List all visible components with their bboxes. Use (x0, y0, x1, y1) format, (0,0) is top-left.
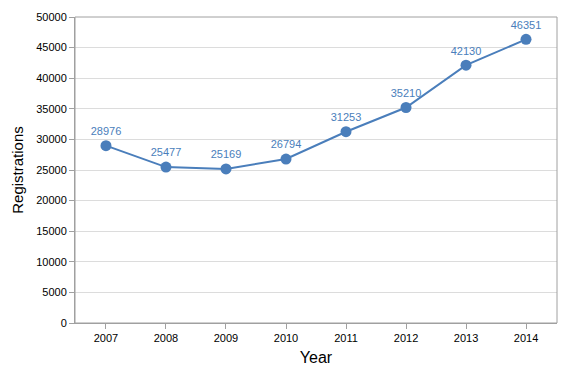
svg-text:20000: 20000 (36, 194, 67, 206)
svg-text:25169: 25169 (211, 148, 242, 160)
svg-text:26794: 26794 (271, 138, 302, 150)
svg-text:35210: 35210 (391, 87, 422, 99)
svg-text:15000: 15000 (36, 225, 67, 237)
svg-text:31253: 31253 (331, 111, 362, 123)
svg-text:40000: 40000 (36, 72, 67, 84)
svg-text:10000: 10000 (36, 256, 67, 268)
svg-text:30000: 30000 (36, 133, 67, 145)
svg-text:25000: 25000 (36, 164, 67, 176)
svg-text:2012: 2012 (394, 332, 418, 344)
svg-text:2009: 2009 (214, 332, 238, 344)
svg-text:5000: 5000 (42, 286, 66, 298)
svg-text:2010: 2010 (274, 332, 298, 344)
svg-text:45000: 45000 (36, 41, 67, 53)
svg-text:42130: 42130 (451, 45, 482, 57)
svg-text:2014: 2014 (514, 332, 538, 344)
svg-text:0: 0 (61, 317, 67, 329)
svg-text:35000: 35000 (36, 103, 67, 115)
svg-text:2013: 2013 (454, 332, 478, 344)
svg-text:46351: 46351 (511, 19, 542, 31)
svg-text:Year: Year (300, 349, 333, 366)
svg-text:28976: 28976 (91, 125, 122, 137)
svg-text:Registrations: Registrations (9, 126, 26, 214)
svg-text:50000: 50000 (36, 11, 67, 23)
svg-text:2008: 2008 (154, 332, 178, 344)
svg-text:2007: 2007 (94, 332, 118, 344)
svg-text:2011: 2011 (334, 332, 358, 344)
svg-text:25477: 25477 (151, 146, 182, 158)
